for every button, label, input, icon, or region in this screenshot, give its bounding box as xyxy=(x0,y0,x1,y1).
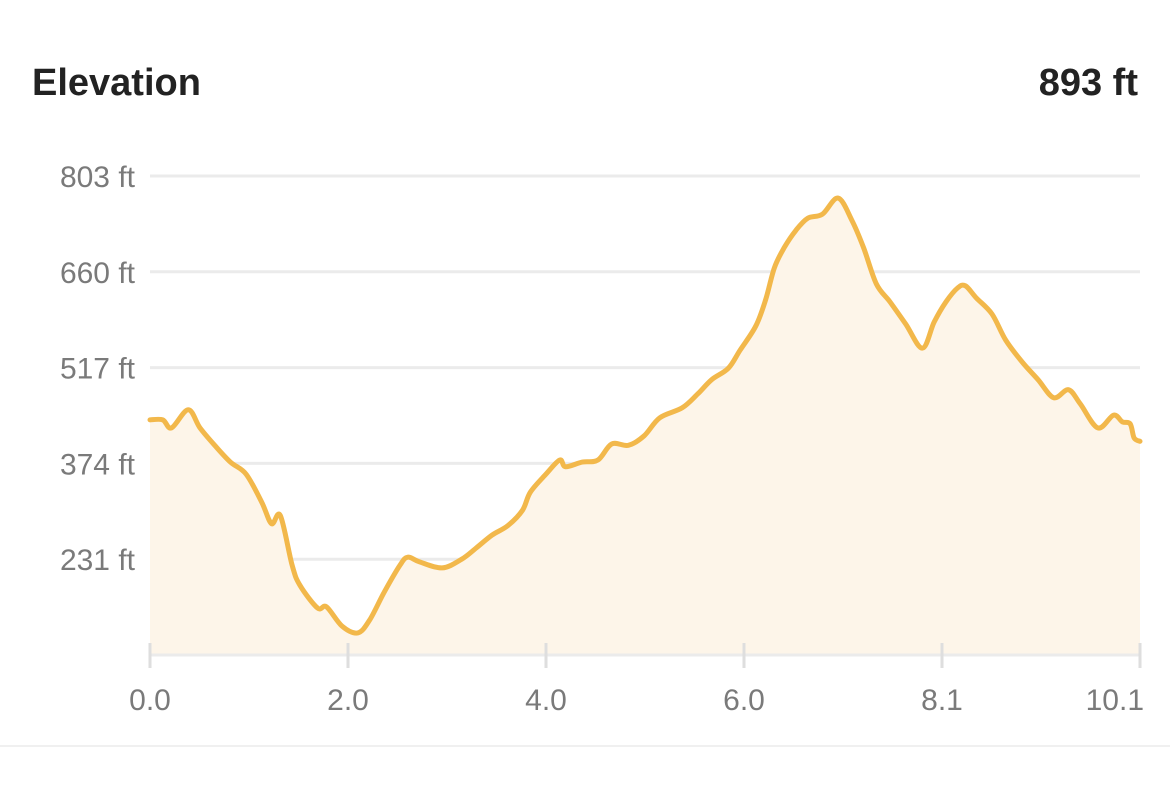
elevation-line xyxy=(147,195,1143,636)
x-tick-label: 10.1 xyxy=(1086,684,1144,717)
x-tick-label: 8.1 xyxy=(921,684,963,717)
x-axis: 0.0 2.0 4.0 6.0 8.1 10.1 xyxy=(129,643,1144,717)
y-tick-label: 660 ft xyxy=(60,257,136,290)
y-tick-label: 374 ft xyxy=(60,448,136,481)
x-tick-label: 6.0 xyxy=(723,684,765,717)
x-tick-label: 2.0 xyxy=(327,684,369,717)
y-tick-label: 231 ft xyxy=(60,544,136,577)
y-tick-label: 803 ft xyxy=(60,161,136,194)
elevation-area xyxy=(150,198,1140,655)
chart-title: Elevation xyxy=(32,62,201,104)
x-tick-label: 4.0 xyxy=(525,684,567,717)
y-tick-label: 517 ft xyxy=(60,353,136,386)
elevation-value: 893 ft xyxy=(1038,62,1138,104)
x-tick-label: 0.0 xyxy=(129,684,171,717)
